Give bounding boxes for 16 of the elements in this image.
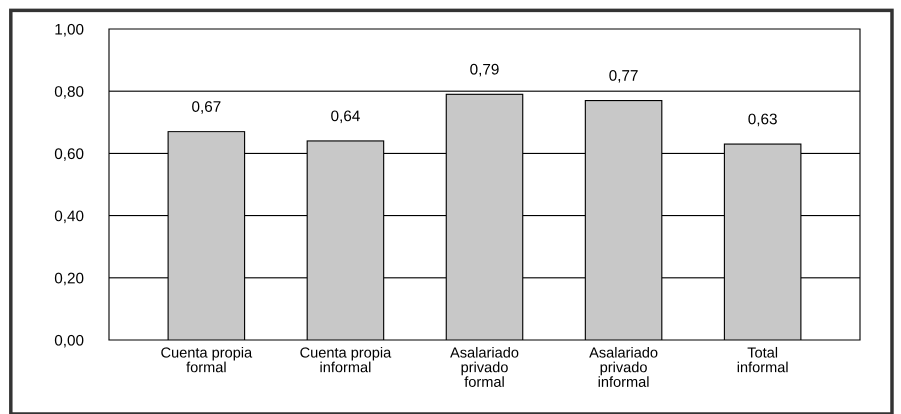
x-tick-label: Asalariado privado informal (589, 346, 658, 387)
y-tick-label: 0,60 (54, 148, 84, 161)
data-label: 0,79 (470, 64, 499, 76)
x-tick-label: Cuenta propia formal (161, 346, 252, 372)
y-tick-label: 0,00 (54, 334, 84, 348)
y-tick-label: 0,40 (54, 210, 84, 224)
data-label: 0,67 (192, 101, 220, 114)
data-label: 0,64 (331, 110, 360, 124)
y-tick-label: 0,20 (54, 272, 84, 286)
x-tick-label: Asalariado privado formal (450, 346, 518, 387)
y-tick-label: 1,00 (55, 24, 84, 36)
y-tick-label: 0,80 (54, 86, 84, 99)
data-label: 0,63 (748, 114, 777, 126)
x-tick-label: Total informal (738, 346, 788, 372)
data-label: 0,77 (609, 70, 638, 83)
x-tick-label: Cuenta propia informal (300, 346, 392, 372)
